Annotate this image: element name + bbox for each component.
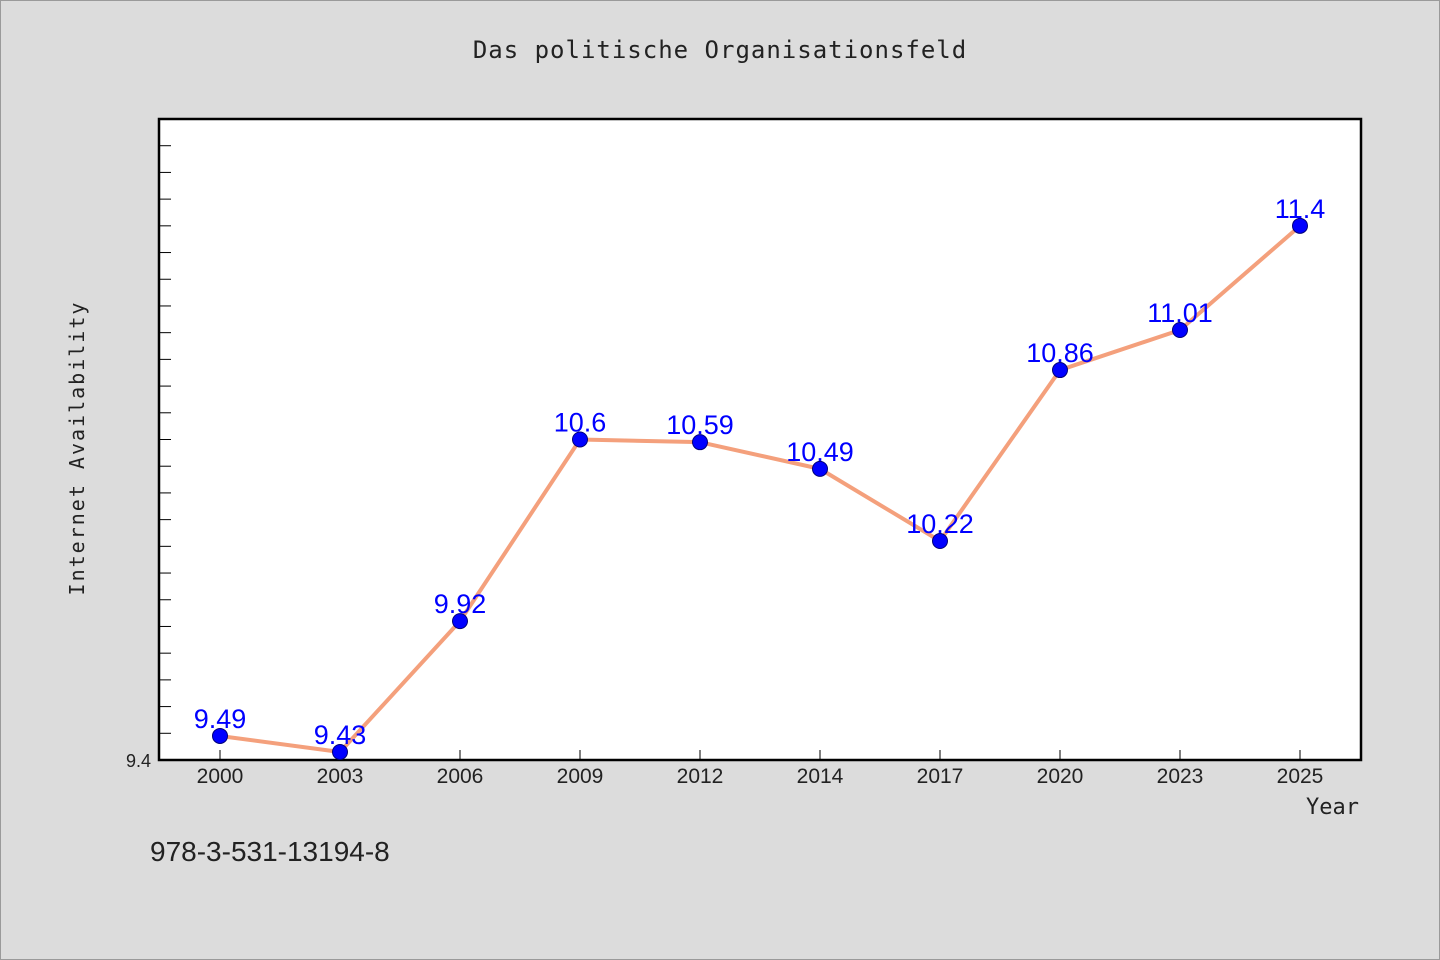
data-label: 10.22 (906, 509, 974, 539)
x-tick-label: 2009 (557, 765, 604, 788)
data-point (212, 727, 228, 744)
data-point (332, 743, 348, 760)
x-tick-label: 2020 (1037, 765, 1084, 788)
x-tick-label: 2000 (197, 765, 244, 788)
x-tick-label: 2006 (437, 765, 484, 788)
data-label: 10.59 (666, 410, 734, 440)
x-tick-label: 2017 (917, 765, 964, 788)
data-point (692, 434, 708, 451)
data-label: 10.6 (554, 408, 607, 438)
data-label: 10.49 (786, 437, 854, 467)
x-tick-label: 2023 (1157, 765, 1204, 788)
x-tick-label: 2003 (317, 765, 364, 788)
data-point (452, 613, 468, 630)
data-label: 9.43 (314, 720, 367, 750)
data-label: 10.86 (1026, 338, 1094, 368)
x-tick-label: 2025 (1277, 765, 1324, 788)
data-point (932, 532, 948, 549)
x-tick-label: 2014 (797, 765, 844, 788)
x-tick-label: 2012 (677, 765, 724, 788)
isbn-footer: 978-3-531-13194-8 (150, 836, 390, 867)
plot-area (157, 117, 1363, 762)
data-point (812, 460, 828, 477)
y-tick-label: 9.4 (126, 751, 151, 771)
data-label: 9.92 (434, 589, 487, 619)
chart-title: Das politische Organisationsfeld (472, 36, 968, 64)
data-point (572, 431, 588, 448)
data-point (1292, 217, 1308, 234)
data-label: 11.4 (1275, 194, 1326, 224)
series-line (219, 224, 1302, 754)
data-label: 9.49 (194, 704, 247, 734)
x-axis-label: Year (1306, 795, 1359, 820)
data-point (1052, 362, 1068, 379)
data-label: 11.01 (1147, 298, 1213, 328)
data-point (1172, 321, 1188, 338)
